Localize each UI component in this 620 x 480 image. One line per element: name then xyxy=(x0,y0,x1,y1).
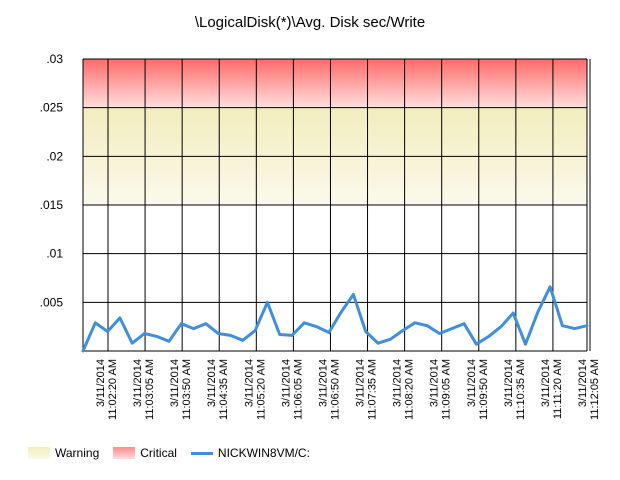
x-tick-label: 3/11/2014 11:09:50 AM xyxy=(466,359,490,420)
x-tick-time: 11:02:20 AM xyxy=(107,359,119,420)
x-tick-time: 11:04:35 AM xyxy=(218,359,230,420)
legend-item-series: NICKWIN8VM/C: xyxy=(190,446,310,460)
x-tick-label: 3/11/2014 11:11:20 AM xyxy=(540,359,564,419)
x-tick-time: 11:06:05 AM xyxy=(292,359,304,420)
x-tick-date: 3/11/2014 xyxy=(392,359,404,407)
x-tick-date: 3/11/2014 xyxy=(355,359,367,407)
y-tick-label: .02 xyxy=(46,149,63,163)
x-tick-label: 3/11/2014 11:03:50 AM xyxy=(169,359,193,420)
x-tick-time: 11:05:20 AM xyxy=(255,359,267,420)
x-tick-time: 11:03:05 AM xyxy=(144,359,156,420)
legend-label-series: NICKWIN8VM/C: xyxy=(217,446,310,460)
x-tick-date: 3/11/2014 xyxy=(503,359,515,407)
legend-swatch-critical xyxy=(113,447,136,459)
legend-swatch-series xyxy=(190,451,213,455)
x-tick-label: 3/11/2014 11:03:05 AM xyxy=(132,359,156,420)
legend-label-critical: Critical xyxy=(140,446,177,460)
y-tick-label: .03 xyxy=(46,52,63,66)
x-tick-date: 3/11/2014 xyxy=(466,359,478,407)
x-tick-time: 11:09:50 AM xyxy=(478,359,490,420)
y-tick-label: .025 xyxy=(40,101,64,115)
x-tick-label: 3/11/2014 11:08:20 AM xyxy=(392,359,416,420)
x-tick-date: 3/11/2014 xyxy=(540,359,552,407)
legend-swatch-warning xyxy=(28,447,50,459)
legend: Warning Critical NICKWIN8VM/C: xyxy=(28,444,324,462)
x-tick-label: 3/11/2014 11:07:35 AM xyxy=(355,359,379,420)
x-tick-date: 3/11/2014 xyxy=(280,359,292,407)
x-tick-date: 3/11/2014 xyxy=(206,359,218,407)
y-tick-label: .005 xyxy=(40,295,64,309)
legend-item-warning: Warning xyxy=(28,446,99,460)
x-tick-time: 11:06:50 AM xyxy=(329,359,341,420)
x-tick-label: 3/11/2014 11:06:50 AM xyxy=(317,359,341,420)
x-tick-date: 3/11/2014 xyxy=(95,359,107,407)
x-tick-date: 3/11/2014 xyxy=(169,359,181,407)
series-line-0 xyxy=(81,285,589,353)
x-tick-label: 3/11/2014 11:12:05 AM xyxy=(577,359,601,420)
y-tick-label: .01 xyxy=(46,247,63,261)
y-tick-label: .015 xyxy=(40,198,64,212)
x-tick-label: 3/11/2014 11:05:20 AM xyxy=(243,359,267,420)
chart-title: \LogicalDisk(*)\Avg. Disk sec/Write xyxy=(194,14,426,31)
x-tick-date: 3/11/2014 xyxy=(429,359,441,407)
legend-item-critical: Critical xyxy=(113,446,177,460)
x-tick-label: 3/11/2014 11:10:35 AM xyxy=(503,359,527,420)
x-tick-label: 3/11/2014 11:09:05 AM xyxy=(429,359,453,420)
x-tick-date: 3/11/2014 xyxy=(317,359,329,407)
x-tick-time: 11:03:50 AM xyxy=(181,359,193,420)
x-tick-label: 3/11/2014 11:04:35 AM xyxy=(206,359,230,420)
band-critical xyxy=(83,59,587,108)
x-tick-time: 11:07:35 AM xyxy=(367,359,379,420)
x-tick-time: 11:12:05 AM xyxy=(589,359,601,420)
x-tick-date: 3/11/2014 xyxy=(243,359,255,407)
x-tick-time: 11:10:35 AM xyxy=(515,359,527,420)
x-tick-label: 3/11/2014 11:02:20 AM xyxy=(95,359,119,420)
x-tick-date: 3/11/2014 xyxy=(132,359,144,407)
x-tick-label: 3/11/2014 11:06:05 AM xyxy=(280,359,304,420)
x-tick-time: 11:11:20 AM xyxy=(552,359,564,419)
x-tick-date: 3/11/2014 xyxy=(577,359,589,407)
legend-label-warning: Warning xyxy=(55,446,100,460)
x-tick-time: 11:09:05 AM xyxy=(441,359,453,420)
x-tick-time: 11:08:20 AM xyxy=(404,359,416,420)
